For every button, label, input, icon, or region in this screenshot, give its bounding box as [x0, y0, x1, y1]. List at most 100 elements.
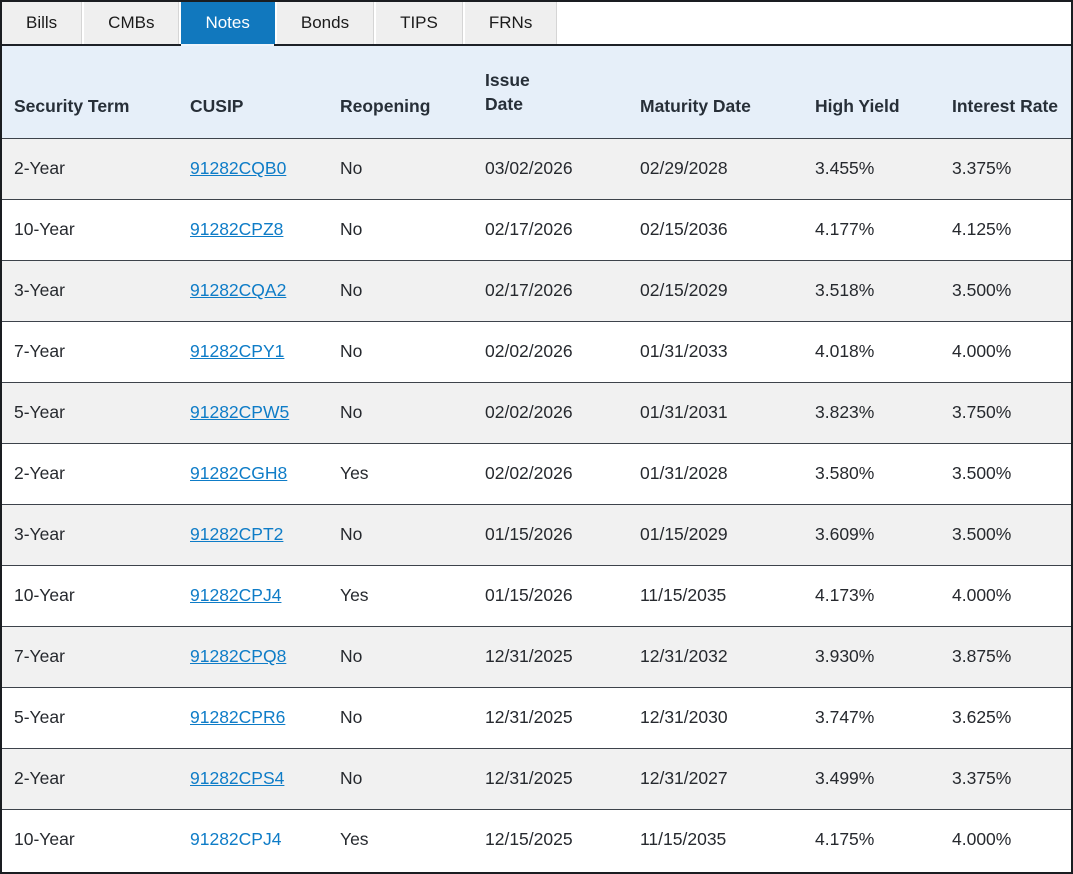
- high-yield-cell: 3.580%: [803, 443, 940, 505]
- issue-date-cell: 12/31/2025: [473, 687, 628, 749]
- maturity-date-cell: 01/31/2031: [628, 382, 803, 444]
- interest-rate-cell: 3.625%: [940, 687, 1071, 749]
- cusip-link[interactable]: 91282CPR6: [190, 707, 286, 727]
- interest-rate-cell: 3.375%: [940, 748, 1071, 810]
- issue-date-cell: 12/15/2025: [473, 809, 628, 870]
- cusip-link[interactable]: 91282CPW5: [190, 402, 290, 422]
- maturity-date-cell: 02/15/2029: [628, 260, 803, 322]
- table-header: Security Term CUSIP Reopening Issue Date…: [2, 46, 1071, 139]
- maturity-date-cell: 12/31/2032: [628, 626, 803, 688]
- interest-rate-cell: 4.125%: [940, 199, 1071, 261]
- cusip-link[interactable]: 91282CPT2: [190, 524, 284, 544]
- high-yield-cell: 4.173%: [803, 565, 940, 627]
- high-yield-cell: 3.518%: [803, 260, 940, 322]
- cusip-cell: 91282CPS4: [178, 748, 328, 810]
- reopening-cell: No: [328, 504, 473, 566]
- interest-rate-cell: 3.875%: [940, 626, 1071, 688]
- cusip-cell: 91282CPR6: [178, 687, 328, 749]
- maturity-date-cell: 12/31/2030: [628, 687, 803, 749]
- high-yield-cell: 3.823%: [803, 382, 940, 444]
- maturity-date-cell: 01/15/2029: [628, 504, 803, 566]
- security-term-cell: 2-Year: [2, 138, 178, 200]
- reopening-cell: Yes: [328, 565, 473, 627]
- cusip-link[interactable]: 91282CQA2: [190, 280, 287, 300]
- reopening-cell: No: [328, 687, 473, 749]
- table-row: 3-Year 91282CQA2 No 02/17/2026 02/15/202…: [2, 260, 1071, 322]
- interest-rate-cell: 3.750%: [940, 382, 1071, 444]
- issue-date-cell: 01/15/2026: [473, 504, 628, 566]
- maturity-date-cell: 11/15/2035: [628, 809, 803, 870]
- security-term-cell: 7-Year: [2, 626, 178, 688]
- high-yield-cell: 3.499%: [803, 748, 940, 810]
- cusip-cell: 91282CPW5: [178, 382, 328, 444]
- col-header-reopening: Reopening: [328, 46, 473, 139]
- high-yield-cell: 3.747%: [803, 687, 940, 749]
- cusip-link[interactable]: 91282CPY1: [190, 341, 285, 361]
- cusip-cell: 91282CPZ8: [178, 199, 328, 261]
- reopening-cell: No: [328, 321, 473, 383]
- cusip-link[interactable]: 91282CGH8: [190, 463, 288, 483]
- issue-date-cell: 02/17/2026: [473, 199, 628, 261]
- tab-notes[interactable]: Notes: [181, 2, 275, 46]
- table-row: 5-Year 91282CPR6 No 12/31/2025 12/31/203…: [2, 687, 1071, 749]
- table-row: 10-Year 91282CPZ8 No 02/17/2026 02/15/20…: [2, 199, 1071, 261]
- high-yield-cell: 3.609%: [803, 504, 940, 566]
- cusip-cell: 91282CPY1: [178, 321, 328, 383]
- cusip-link[interactable]: 91282CPZ8: [190, 219, 284, 239]
- col-header-interest-rate: Interest Rate: [940, 46, 1071, 139]
- cusip-link[interactable]: 91282CPS4: [190, 768, 285, 788]
- interest-rate-cell: 3.375%: [940, 138, 1071, 200]
- reopening-cell: No: [328, 748, 473, 810]
- interest-rate-cell: 3.500%: [940, 443, 1071, 505]
- reopening-cell: Yes: [328, 809, 473, 870]
- tab-bonds[interactable]: Bonds: [276, 2, 375, 44]
- security-term-cell: 10-Year: [2, 565, 178, 627]
- interest-rate-cell: 4.000%: [940, 321, 1071, 383]
- security-term-cell: 10-Year: [2, 809, 178, 870]
- table-row: 7-Year 91282CPQ8 No 12/31/2025 12/31/203…: [2, 626, 1071, 688]
- issue-date-cell: 02/17/2026: [473, 260, 628, 322]
- maturity-date-cell: 02/29/2028: [628, 138, 803, 200]
- auction-results-table: Security Term CUSIP Reopening Issue Date…: [2, 46, 1071, 870]
- interest-rate-cell: 3.500%: [940, 260, 1071, 322]
- security-term-cell: 10-Year: [2, 199, 178, 261]
- interest-rate-cell: 3.500%: [940, 504, 1071, 566]
- tab-cmbs[interactable]: CMBs: [84, 2, 180, 44]
- col-header-cusip: CUSIP: [178, 46, 328, 139]
- cusip-link[interactable]: 91282CPJ4: [190, 829, 282, 850]
- security-term-cell: 3-Year: [2, 504, 178, 566]
- table-row: 3-Year 91282CPT2 No 01/15/2026 01/15/202…: [2, 504, 1071, 566]
- reopening-cell: No: [328, 199, 473, 261]
- issue-date-cell: 02/02/2026: [473, 443, 628, 505]
- issue-date-cell: 02/02/2026: [473, 321, 628, 383]
- high-yield-cell: 3.930%: [803, 626, 940, 688]
- table-body: 2-Year 91282CQB0 No 03/02/2026 02/29/202…: [2, 138, 1071, 870]
- table-row: 10-Year 91282CPJ4 Yes 01/15/2026 11/15/2…: [2, 565, 1071, 627]
- reopening-cell: No: [328, 382, 473, 444]
- security-type-tabs: Bills CMBs Notes Bonds TIPS FRNs: [2, 2, 1071, 46]
- cusip-cell: 91282CPJ4: [178, 809, 328, 870]
- table-row: 2-Year 91282CGH8 Yes 02/02/2026 01/31/20…: [2, 443, 1071, 505]
- col-header-high-yield: High Yield: [803, 46, 940, 139]
- tab-frns[interactable]: FRNs: [464, 2, 558, 44]
- issue-date-cell: 12/31/2025: [473, 626, 628, 688]
- reopening-cell: No: [328, 138, 473, 200]
- cusip-cell: 91282CGH8: [178, 443, 328, 505]
- cusip-link[interactable]: 91282CQB0: [190, 158, 287, 178]
- issue-date-cell: 01/15/2026: [473, 565, 628, 627]
- col-header-maturity-date: Maturity Date: [628, 46, 803, 139]
- tab-tips[interactable]: TIPS: [376, 2, 463, 44]
- high-yield-cell: 3.455%: [803, 138, 940, 200]
- issue-date-cell: 03/02/2026: [473, 138, 628, 200]
- cusip-cell: 91282CPQ8: [178, 626, 328, 688]
- maturity-date-cell: 01/31/2028: [628, 443, 803, 505]
- cusip-link[interactable]: 91282CPJ4: [190, 585, 282, 605]
- security-term-cell: 5-Year: [2, 382, 178, 444]
- tab-bills[interactable]: Bills: [2, 2, 83, 44]
- security-term-cell: 2-Year: [2, 443, 178, 505]
- cusip-cell: 91282CPT2: [178, 504, 328, 566]
- high-yield-cell: 4.175%: [803, 809, 940, 870]
- cusip-link[interactable]: 91282CPQ8: [190, 646, 287, 666]
- maturity-date-cell: 12/31/2027: [628, 748, 803, 810]
